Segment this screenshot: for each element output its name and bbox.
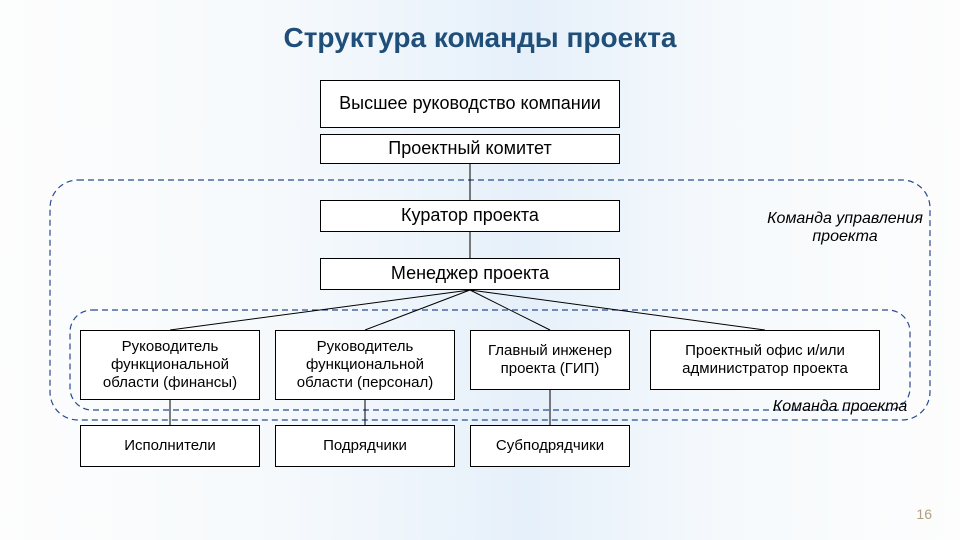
box-curator: Куратор проекта [320, 200, 620, 232]
slide-title: Структура команды проекта [0, 22, 960, 54]
page-number: 16 [916, 506, 932, 522]
label-management-team-text: Команда управления проекта [767, 210, 923, 245]
box-project-committee-text: Проектный комитет [388, 138, 551, 160]
box-project-office: Проектный офис и/или администратор проек… [650, 330, 880, 390]
box-contractors: Подрядчики [275, 425, 455, 467]
box-contractors-text: Подрядчики [323, 437, 407, 455]
box-manager: Менеджер проекта [320, 258, 620, 290]
box-top-leadership-text: Высшее руководство компании [339, 93, 601, 115]
box-project-committee: Проектный комитет [320, 134, 620, 164]
box-manager-text: Менеджер проекта [391, 263, 549, 285]
box-executors-text: Исполнители [124, 437, 216, 455]
box-subcontractors-text: Субподрядчики [496, 437, 604, 455]
page-number-text: 16 [916, 506, 932, 522]
slide-root: Структура команды проекта Высшее руковод… [0, 0, 960, 540]
label-project-team-text: Команда проекта [773, 398, 907, 415]
box-head-finance-text: Руководитель функциональной области (фин… [87, 338, 253, 392]
label-management-team: Команда управления проекта [760, 210, 930, 246]
box-head-hr: Руководитель функциональной области (пер… [275, 330, 455, 400]
box-head-hr-text: Руководитель функциональной области (пер… [282, 338, 448, 392]
box-subcontractors: Субподрядчики [470, 425, 630, 467]
title-text: Структура команды проекта [284, 22, 677, 53]
box-curator-text: Куратор проекта [401, 205, 539, 227]
box-executors: Исполнители [80, 425, 260, 467]
box-project-office-text: Проектный офис и/или администратор проек… [657, 342, 873, 378]
box-top-leadership: Высшее руководство компании [320, 80, 620, 128]
box-chief-engineer-text: Главный инженер проекта (ГИП) [477, 342, 623, 378]
box-chief-engineer: Главный инженер проекта (ГИП) [470, 330, 630, 390]
box-head-finance: Руководитель функциональной области (фин… [80, 330, 260, 400]
label-project-team: Команда проекта [740, 398, 940, 416]
